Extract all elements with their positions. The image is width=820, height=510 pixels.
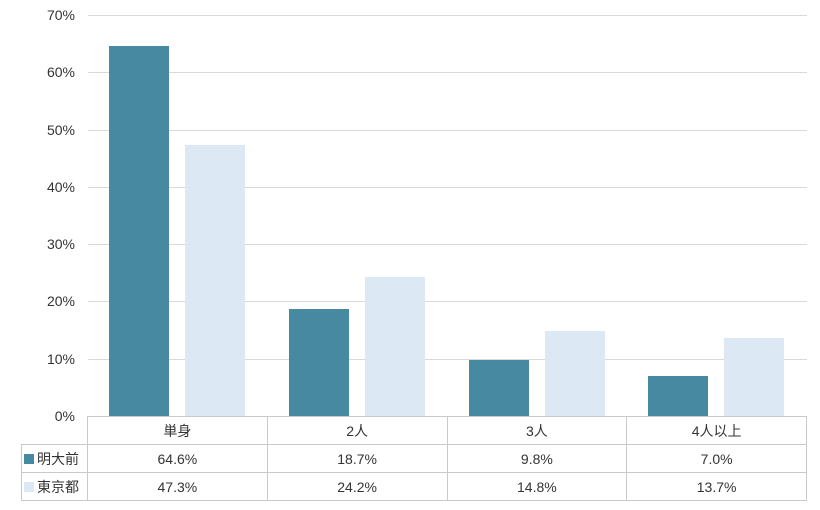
legend-swatch: [24, 453, 34, 464]
y-axis-tick-label: 10%: [46, 351, 75, 367]
value-cell: 24.2%: [267, 473, 448, 501]
category-header-cell: 4人以上: [627, 416, 807, 445]
data-table: 単身 2人 3人 4人以上明大前 64.6% 18.7% 9.8% 7.0% 東京都 47.3% 2…: [21, 416, 807, 501]
value-cell: 7.0%: [627, 445, 807, 473]
gridline: [88, 359, 807, 360]
bar-東京都-2人: [365, 277, 425, 416]
bar-東京都-3人: [545, 331, 605, 416]
y-axis-tick-label: 40%: [46, 179, 75, 195]
legend-cell: 明大前: [21, 445, 88, 473]
bar-明大前-2人: [289, 309, 349, 416]
gridline: [88, 130, 807, 131]
bar-明大前-単身: [109, 46, 169, 416]
gridline: [88, 244, 807, 245]
bar-東京都-4人以上: [724, 338, 784, 416]
gridline: [88, 301, 807, 302]
category-header-cell: 単身: [88, 416, 268, 445]
category-header-cell: 2人: [267, 416, 448, 445]
gridline: [88, 72, 807, 73]
value-cell: 13.7%: [627, 473, 807, 501]
legend-cell: 東京都: [21, 473, 88, 501]
value-cell: 18.7%: [267, 445, 448, 473]
y-axis-tick-label: 50%: [46, 122, 75, 138]
value-cell: 14.8%: [447, 473, 628, 501]
value-cell: 64.6%: [88, 445, 268, 473]
gridline: [88, 187, 807, 188]
y-axis-tick-label: 60%: [46, 64, 75, 80]
category-header-cell: 3人: [447, 416, 628, 445]
y-axis-tick-label: 20%: [46, 293, 75, 309]
y-axis-tick-label: 70%: [46, 7, 75, 23]
legend-swatch: [24, 481, 34, 492]
legend-series-name: 東京都: [37, 478, 79, 495]
value-cell: 9.8%: [447, 445, 628, 473]
legend-series-name: 明大前: [37, 450, 79, 467]
gridline: [88, 15, 807, 16]
bar-東京都-単身: [185, 145, 245, 416]
y-axis-tick-label: 30%: [46, 236, 75, 252]
bar-明大前-3人: [469, 360, 529, 416]
table-corner-cell: [21, 416, 88, 445]
y-axis-tick-label: 0%: [54, 408, 75, 424]
bar-明大前-4人以上: [648, 376, 708, 416]
value-cell: 47.3%: [88, 473, 268, 501]
